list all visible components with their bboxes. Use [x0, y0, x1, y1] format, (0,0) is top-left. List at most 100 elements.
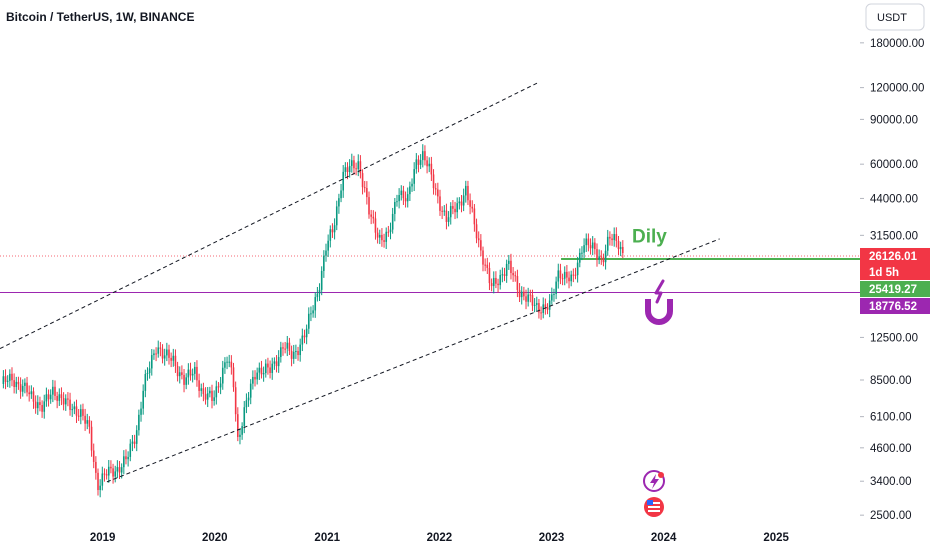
svg-text:1d 5h: 1d 5h	[869, 267, 899, 279]
candle	[538, 298, 540, 319]
candle	[307, 307, 310, 334]
candle	[11, 367, 13, 387]
candle	[125, 449, 127, 465]
candle	[387, 225, 390, 237]
candle	[467, 180, 469, 206]
channel-lines[interactable]	[0, 82, 720, 483]
candle	[441, 206, 443, 219]
candle	[90, 420, 93, 457]
candle	[101, 466, 104, 491]
candle	[157, 340, 160, 358]
candle	[499, 269, 502, 290]
candle	[566, 264, 568, 284]
candle	[228, 354, 231, 368]
candle	[176, 361, 179, 382]
candle	[557, 263, 560, 289]
candle	[559, 263, 562, 285]
candle	[419, 154, 422, 170]
candle	[443, 205, 446, 216]
svg-text:6100.00: 6100.00	[870, 412, 912, 424]
candle	[67, 392, 69, 407]
price-tick: 44000.00	[860, 193, 918, 205]
svg-text:8500.00: 8500.00	[870, 375, 912, 387]
candle	[28, 385, 30, 402]
price-tag[interactable]: 18776.52	[860, 297, 930, 314]
candle	[159, 341, 162, 357]
candle	[299, 338, 301, 362]
candle	[490, 278, 493, 292]
candle	[232, 362, 235, 392]
svg-text:60000.00: 60000.00	[870, 159, 918, 171]
candle	[424, 145, 426, 166]
candle	[200, 383, 203, 397]
lower-channel-line[interactable]	[106, 238, 720, 483]
candle	[103, 468, 106, 482]
candle	[26, 376, 28, 397]
candle	[86, 413, 89, 430]
price-tag[interactable]: 25419.27	[860, 280, 930, 297]
candle	[301, 328, 304, 352]
candle	[527, 287, 529, 307]
candle	[421, 144, 424, 168]
candle	[447, 211, 450, 227]
candle	[409, 181, 411, 202]
price-tick: 4600.00	[860, 443, 912, 455]
currency-label: USDT	[877, 12, 907, 24]
candle	[445, 203, 448, 230]
currency-button[interactable]: USDT	[865, 3, 925, 31]
magnet-icon[interactable]	[645, 279, 673, 325]
candle	[583, 238, 585, 259]
candle	[312, 305, 314, 318]
svg-text:31500.00: 31500.00	[870, 230, 918, 242]
upper-channel-line[interactable]	[0, 82, 538, 350]
time-tick: 2020	[202, 532, 228, 544]
candle	[105, 469, 108, 480]
candle	[123, 450, 125, 475]
candle	[286, 336, 289, 357]
price-tick: 31500.00	[860, 230, 918, 242]
horizontal-levels	[0, 255, 860, 293]
candle	[24, 378, 26, 394]
candle	[118, 460, 121, 480]
time-axis[interactable]	[0, 524, 932, 550]
candle	[224, 357, 226, 374]
candle	[262, 366, 265, 382]
candle	[174, 349, 177, 373]
candle	[215, 380, 218, 405]
candle	[163, 348, 166, 366]
candle	[376, 227, 379, 244]
candle	[591, 236, 594, 256]
time-tick: 2019	[90, 532, 116, 544]
candle	[492, 271, 495, 294]
candle	[514, 271, 517, 282]
candle	[546, 303, 549, 315]
candle	[428, 157, 431, 173]
candle	[92, 443, 95, 469]
candle	[331, 223, 334, 238]
candle	[430, 156, 433, 182]
candle	[355, 162, 357, 176]
candle	[249, 379, 252, 405]
candle	[327, 234, 329, 257]
candle	[553, 288, 555, 302]
candle	[432, 169, 435, 195]
svg-text:180000.00: 180000.00	[870, 38, 924, 50]
candle	[211, 384, 213, 409]
candle	[368, 191, 370, 219]
price-tick: 60000.00	[860, 159, 918, 171]
us-flag-badge-icon[interactable]	[644, 497, 664, 517]
candle	[230, 355, 233, 375]
lightning-badge-icon[interactable]	[643, 470, 665, 492]
price-tag[interactable]: 26126.01 1d 5h	[860, 247, 930, 280]
candle	[415, 153, 418, 174]
candle	[464, 180, 467, 203]
candle	[622, 240, 624, 259]
candle	[217, 382, 220, 393]
candle	[374, 211, 377, 240]
candle	[193, 362, 196, 380]
annotation-label[interactable]: Dily	[632, 227, 667, 248]
candle	[484, 258, 486, 272]
candle	[39, 396, 41, 412]
candle	[385, 227, 388, 250]
